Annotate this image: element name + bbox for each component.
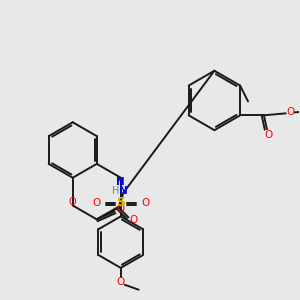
Text: O: O (117, 277, 125, 287)
Text: N: N (116, 177, 125, 187)
Text: O: O (92, 199, 100, 208)
Text: O: O (141, 199, 150, 208)
Text: S: S (116, 196, 125, 209)
Text: O: O (265, 130, 273, 140)
Text: O: O (286, 107, 295, 117)
Text: H: H (112, 186, 119, 196)
Text: O: O (69, 196, 76, 206)
Text: N: N (119, 186, 128, 196)
Text: O: O (116, 204, 124, 214)
Text: O: O (129, 215, 137, 225)
